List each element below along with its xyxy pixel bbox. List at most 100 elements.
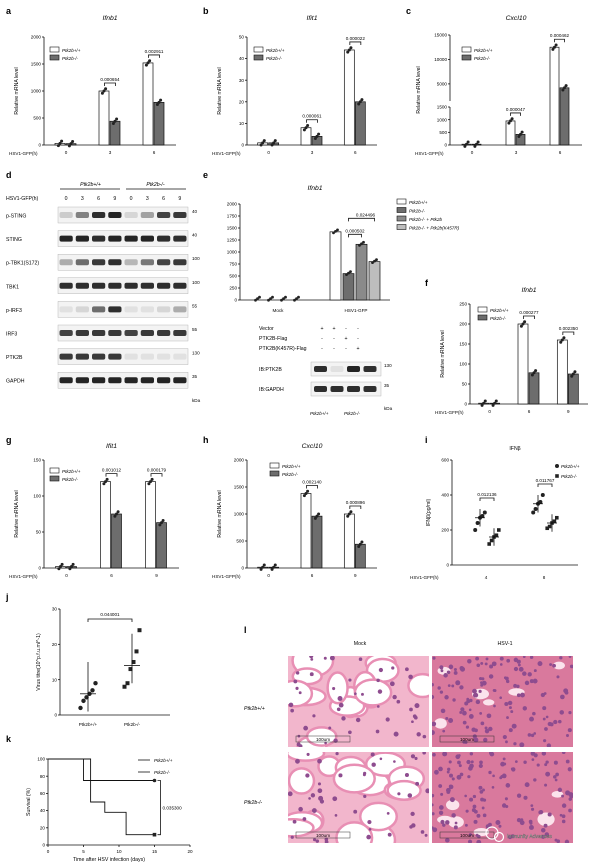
blot-band (124, 306, 138, 313)
y-tick-label: 20 (52, 642, 58, 647)
nucleus (516, 818, 522, 823)
row-label: Ptk2b+/+ (244, 706, 265, 712)
nucleus (467, 659, 472, 664)
nucleus (473, 819, 478, 824)
nucleus (532, 711, 536, 716)
nucleus (509, 706, 512, 710)
bar (329, 231, 342, 301)
data-point (360, 242, 363, 246)
nucleus (545, 760, 549, 764)
nucleus (371, 762, 376, 767)
nucleus (467, 839, 473, 843)
nucleus (503, 762, 507, 766)
nucleus (363, 794, 367, 799)
y-tick-label: 150 (33, 458, 41, 463)
y-tick-label: 15000 (434, 33, 447, 38)
bar (145, 481, 156, 569)
nucleus (442, 729, 446, 733)
nucleus (440, 708, 446, 714)
nucleus (449, 773, 454, 778)
nucleus (414, 703, 420, 709)
data-point (69, 142, 73, 146)
nucleus (516, 793, 522, 798)
nucleus (459, 710, 463, 714)
nucleus (482, 813, 487, 818)
data-point (90, 688, 95, 693)
nucleus (492, 774, 495, 778)
alveolus (353, 678, 393, 707)
legend-label: Ptk2b+/+ (474, 48, 493, 53)
data-point (465, 142, 468, 146)
nucleus (332, 686, 336, 691)
data-point (315, 134, 319, 138)
data-point (349, 510, 353, 514)
panel-letter-l: l (244, 625, 247, 635)
nucleus (504, 797, 508, 801)
nucleus (524, 680, 530, 686)
data-point (70, 565, 73, 569)
tissue-image (432, 752, 573, 843)
data-point (270, 143, 274, 147)
nucleus (442, 823, 446, 827)
data-point (60, 562, 64, 566)
data-point (523, 320, 527, 324)
data-point (530, 373, 534, 377)
condition-mark: + (332, 326, 335, 332)
significance-bracket (306, 119, 318, 123)
x-tick-label: 20 (187, 849, 193, 854)
blot-band (124, 212, 138, 218)
nucleus (513, 742, 517, 746)
blot-band (75, 306, 89, 313)
y-tick-label: 1000 (437, 117, 448, 122)
y-tick-label: 0 (464, 402, 467, 407)
x-axis-label: HSV1-GFP(h) (415, 151, 444, 156)
data-point (553, 45, 556, 49)
nucleus (432, 812, 435, 816)
nucleus (468, 708, 472, 712)
nucleus (530, 733, 535, 738)
nucleus (465, 809, 469, 813)
x-axis-label: HSV1-GFP(h) (410, 575, 439, 580)
data-point (489, 538, 494, 543)
nucleus (488, 674, 494, 679)
mw-marker: 40 (192, 209, 198, 214)
blot-band (75, 330, 89, 336)
nucleus (432, 793, 435, 798)
x-tick-label: 0 (65, 573, 68, 578)
column-label: Mock (354, 641, 367, 647)
x-tick-label: 6 (528, 409, 531, 414)
blot-band (314, 386, 327, 392)
nucleus (470, 760, 474, 764)
blot-band (92, 330, 106, 336)
nucleus (543, 823, 548, 828)
nucleus (338, 773, 343, 778)
blot-band (314, 366, 327, 372)
nucleus (524, 782, 530, 788)
alveolus (288, 752, 326, 762)
nucleus (333, 738, 338, 743)
nucleus (556, 675, 560, 679)
bar (111, 513, 122, 569)
x-tick-label: 9 (155, 573, 158, 578)
y-tick-label: 2000 (31, 35, 42, 40)
nucleus (544, 832, 550, 837)
condition-mark: - (345, 326, 347, 332)
bar (355, 243, 368, 301)
hsv-label: HSV1-GFP(h) (6, 196, 39, 202)
x-tick-label: 4 (485, 575, 488, 580)
nucleus (554, 778, 558, 782)
alveolus (386, 779, 422, 801)
nucleus (538, 810, 543, 815)
nucleus (469, 797, 474, 802)
nucleus (499, 776, 503, 780)
legend-swatch (396, 224, 407, 230)
legend-swatch (461, 54, 472, 61)
nucleus (522, 706, 527, 711)
significance-bracket (105, 473, 118, 477)
x-axis-label: Time after HSV infection (days) (73, 857, 145, 863)
nucleus (568, 656, 572, 658)
data-point (256, 297, 259, 301)
nucleus (567, 728, 572, 733)
blot-row-label: TBK1 (6, 284, 19, 290)
nucleus (546, 743, 552, 747)
